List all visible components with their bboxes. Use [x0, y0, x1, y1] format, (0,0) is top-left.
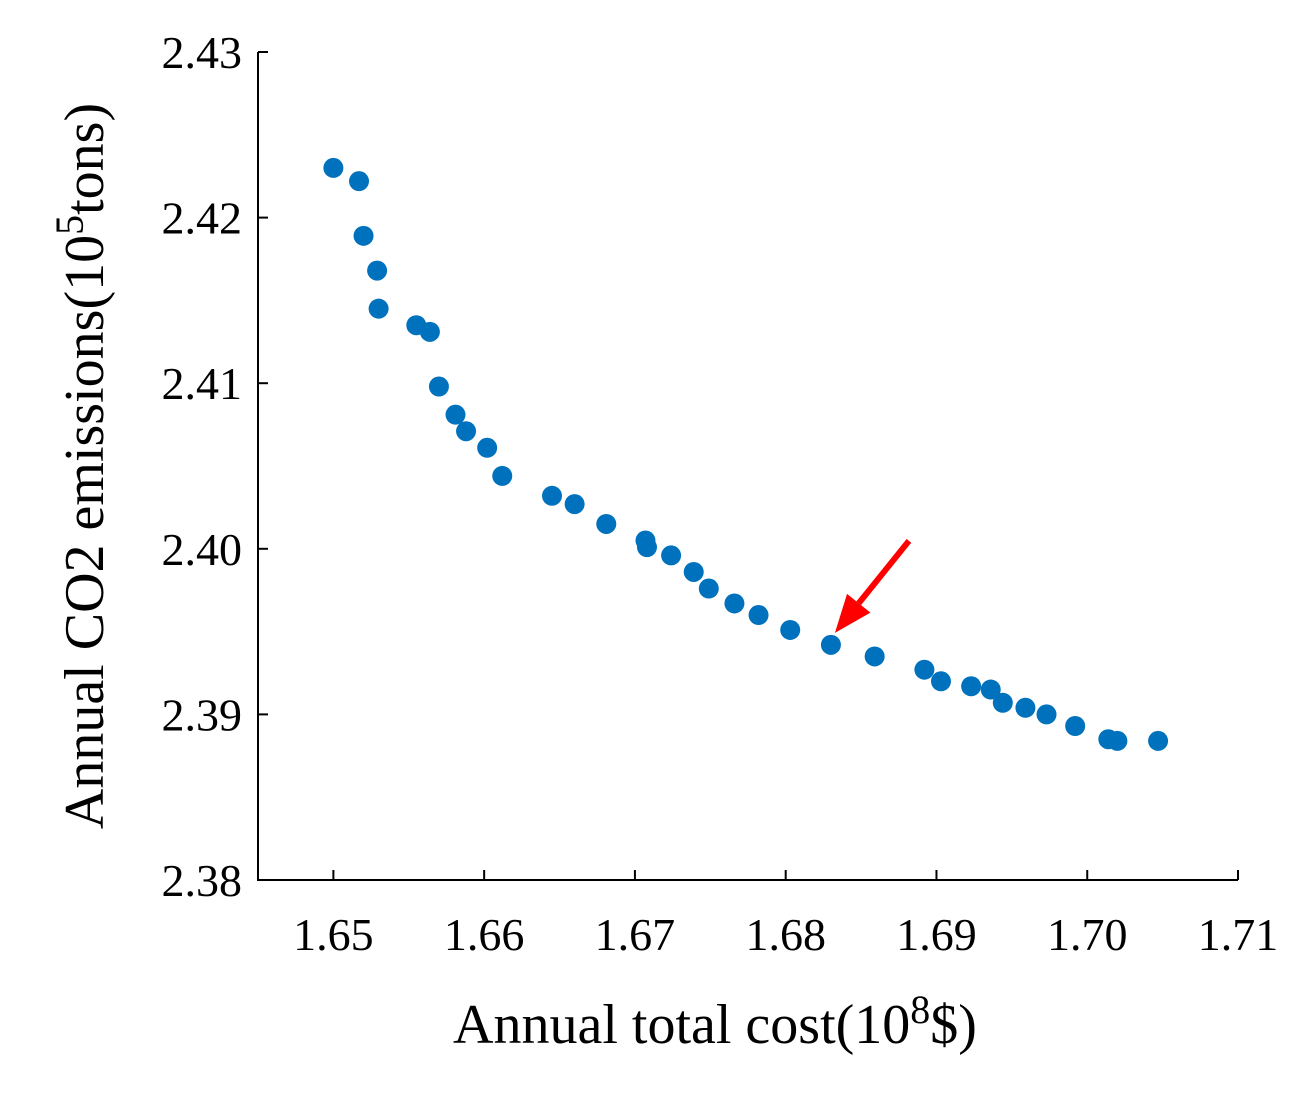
data-point — [698, 578, 719, 599]
x-tick-label: 1.65 — [293, 909, 374, 960]
data-point — [780, 619, 801, 640]
y-tick-label: 2.38 — [162, 855, 243, 906]
y-tick-label: 2.39 — [162, 689, 243, 740]
y-tick-label: 2.43 — [162, 27, 243, 78]
data-point — [367, 260, 388, 281]
arrow-shaft — [856, 538, 912, 606]
y-axis-label: Annual CO2 emissions(105tons) — [47, 103, 116, 829]
data-point — [596, 513, 617, 534]
data-point — [930, 671, 951, 692]
y-axis-label-text: Annual CO2 emissions(10 — [54, 235, 116, 829]
data-point — [419, 321, 440, 342]
data-point — [683, 561, 704, 582]
data-point — [1065, 715, 1086, 736]
data-point — [456, 421, 477, 442]
x-axis-label-text: Annual total cost(10 — [453, 994, 910, 1056]
data-point — [820, 634, 841, 655]
data-point — [542, 485, 562, 506]
y-axis-label-superscript: 5 — [47, 215, 92, 235]
annotation — [834, 538, 912, 633]
x-tick-label: 1.68 — [745, 909, 826, 960]
x-axis-label-superscript: 8 — [910, 987, 930, 1032]
x-axis-label-tail: $) — [930, 994, 977, 1056]
data-points — [323, 157, 1169, 751]
x-tick-label: 1.71 — [1198, 909, 1279, 960]
x-ticks: 1.65 1.66 1.67 1.68 1.69 1.70 1.71 — [293, 870, 1278, 960]
data-point — [477, 437, 498, 458]
data-point — [661, 545, 682, 566]
x-tick-label: 1.66 — [444, 909, 525, 960]
data-point — [961, 676, 982, 697]
data-point — [323, 157, 344, 178]
x-tick-label: 1.70 — [1047, 909, 1128, 960]
y-tick-label: 2.41 — [162, 358, 243, 409]
data-point — [1107, 730, 1128, 751]
data-point — [914, 659, 935, 680]
data-point — [1148, 730, 1169, 751]
data-point — [445, 404, 466, 425]
x-axis-label: Annual total cost(108$) — [453, 987, 977, 1056]
x-tick-label: 1.69 — [896, 909, 977, 960]
y-tick-label: 2.40 — [162, 524, 243, 575]
data-point — [636, 537, 657, 558]
data-point — [864, 646, 885, 667]
data-point — [349, 171, 370, 192]
x-tick-label: 1.67 — [595, 909, 676, 960]
y-ticks: 2.38 2.39 2.40 2.41 2.42 2.43 — [162, 27, 268, 906]
axes — [257, 52, 1238, 881]
arrow-head — [834, 593, 871, 633]
data-point — [1015, 697, 1036, 718]
y-axis-label-tail: tons) — [54, 103, 116, 215]
axis-frame — [257, 52, 1238, 881]
data-point — [980, 679, 1001, 700]
data-point — [368, 298, 389, 319]
data-point — [724, 593, 745, 614]
data-point — [748, 605, 769, 626]
data-point — [428, 376, 449, 397]
y-tick-label: 2.42 — [162, 193, 243, 244]
data-point — [1036, 704, 1057, 725]
data-point — [992, 692, 1013, 713]
data-point — [564, 494, 585, 515]
data-point — [353, 225, 374, 246]
data-point — [492, 465, 513, 486]
